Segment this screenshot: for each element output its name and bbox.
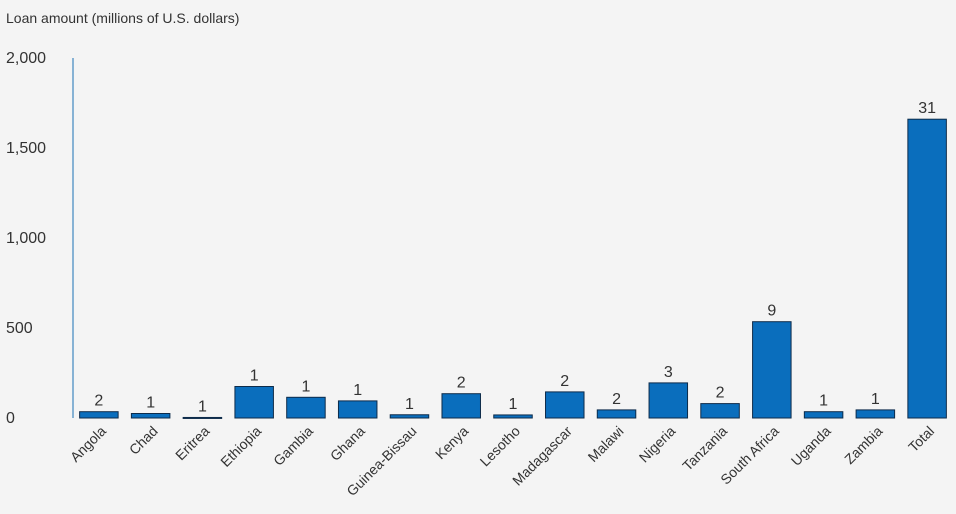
data-label: 1 bbox=[146, 395, 155, 412]
data-label: 1 bbox=[301, 378, 310, 395]
data-label: 1 bbox=[198, 398, 207, 415]
bar bbox=[907, 118, 947, 419]
y-tick-label: 1,500 bbox=[6, 140, 46, 157]
data-labels: 2 1 1 1 1 1 1 2 1 2 2 3 2 9 1 1 31 bbox=[94, 100, 936, 415]
x-axis-labels: Angola Chad Eritrea Ethiopia Gambia GhanaGuin… bbox=[67, 423, 937, 499]
data-label: 1 bbox=[250, 368, 259, 385]
x-tick-label: Lesotho bbox=[477, 423, 524, 470]
bar-series bbox=[79, 118, 947, 419]
bar bbox=[182, 416, 223, 419]
data-label: 2 bbox=[716, 385, 725, 402]
x-tick-label: Ethiopia bbox=[217, 423, 264, 470]
bar bbox=[441, 393, 481, 419]
y-tick-label: 1,000 bbox=[6, 230, 46, 247]
y-axis: 0 500 1,000 1,500 2,000 bbox=[6, 50, 74, 427]
bar bbox=[130, 413, 171, 419]
bar bbox=[700, 403, 740, 419]
data-label: 2 bbox=[94, 393, 103, 410]
data-label: 1 bbox=[871, 391, 880, 408]
y-tick-label: 500 bbox=[6, 320, 33, 337]
x-tick-label: Gambia bbox=[270, 423, 316, 469]
x-tick-label: Chad bbox=[126, 423, 161, 458]
x-tick-label: Malawi bbox=[585, 423, 627, 465]
data-label: 1 bbox=[509, 396, 518, 413]
x-tick-label: Angola bbox=[67, 423, 109, 465]
x-tick-label: Uganda bbox=[788, 423, 834, 469]
data-label: 2 bbox=[612, 391, 621, 408]
bar bbox=[648, 382, 689, 419]
x-tick-label: Tanzania bbox=[679, 423, 730, 474]
x-tick-label: Total bbox=[905, 423, 937, 455]
y-tick-label: 2,000 bbox=[6, 50, 46, 67]
bar bbox=[596, 409, 637, 419]
x-tick-label: Eritrea bbox=[172, 423, 213, 464]
bar bbox=[337, 400, 378, 419]
data-label: 2 bbox=[560, 373, 569, 390]
bar bbox=[855, 409, 896, 419]
data-label: 3 bbox=[664, 364, 673, 381]
data-label: 31 bbox=[918, 100, 936, 117]
bar bbox=[493, 414, 533, 419]
bar bbox=[545, 391, 585, 419]
bar bbox=[803, 411, 844, 419]
x-tick-label: Zambia bbox=[841, 423, 885, 467]
data-label: 9 bbox=[767, 303, 776, 320]
x-tick-label: Ghana bbox=[327, 423, 368, 464]
y-tick-label: 0 bbox=[6, 410, 15, 427]
data-label: 1 bbox=[353, 382, 362, 399]
bar bbox=[286, 396, 326, 419]
y-axis-title: Loan amount (millions of U.S. dollars) bbox=[6, 10, 240, 26]
bar bbox=[752, 321, 792, 419]
x-tick-label: Nigeria bbox=[636, 423, 679, 466]
bar bbox=[389, 414, 430, 419]
bar bbox=[234, 386, 274, 419]
data-label: 1 bbox=[819, 393, 828, 410]
x-tick-label: Kenya bbox=[432, 423, 472, 463]
bar bbox=[79, 411, 119, 419]
data-label: 2 bbox=[457, 375, 466, 392]
data-label: 1 bbox=[405, 396, 414, 413]
